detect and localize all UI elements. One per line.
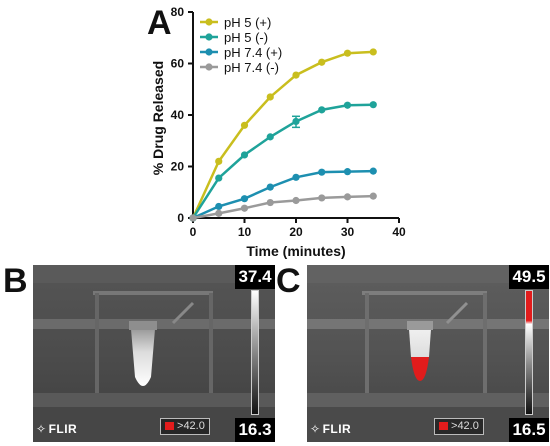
spot-meter-c: >42.0 — [434, 418, 484, 435]
data-point — [215, 202, 223, 211]
data-point — [240, 195, 249, 203]
series-line — [192, 169, 374, 220]
data-point — [266, 198, 274, 207]
y-tick-label: 40 — [171, 108, 185, 122]
data-point — [369, 48, 377, 56]
data-point — [343, 49, 352, 57]
thermal-image-c: 49.5 16.5 ✧ FLIR >42.0 — [307, 265, 549, 442]
series-line — [192, 194, 374, 220]
max-temp-readout-b: 37.4 — [235, 265, 275, 289]
panel-label-b: B — [3, 262, 28, 300]
flir-mark-icon: ✧ — [310, 422, 321, 436]
x-tick-label: 0 — [190, 225, 197, 239]
legend-marker — [205, 18, 213, 26]
data-point — [266, 93, 274, 101]
temp-scale-bar-c — [525, 290, 533, 415]
y-tick-label: 0 — [177, 211, 184, 225]
x-tick-label: 40 — [392, 225, 406, 239]
max-temp-readout-c: 49.5 — [509, 265, 549, 289]
flir-logo-b: ✧ FLIR — [36, 422, 78, 436]
legend-label: pH 5 (-) — [224, 30, 268, 45]
data-point — [343, 168, 352, 176]
series-line — [191, 50, 374, 219]
min-temp-readout-c: 16.5 — [509, 418, 549, 442]
chart-legend: pH 5 (+)pH 5 (-)pH 7.4 (+)pH 7.4 (-) — [200, 15, 282, 75]
data-point — [318, 194, 326, 202]
data-point — [240, 204, 249, 212]
y-tick-label: 20 — [171, 160, 185, 174]
data-point — [292, 71, 300, 79]
panel-label-a: A — [147, 4, 172, 42]
series-line — [191, 103, 374, 219]
min-temp-readout-b: 16.3 — [235, 418, 275, 442]
chart-series — [189, 48, 377, 222]
legend-label: pH 5 (+) — [224, 15, 271, 30]
x-tick-label: 10 — [238, 225, 252, 239]
spot-meter-b: >42.0 — [160, 418, 210, 435]
data-point — [240, 151, 249, 159]
hot-tube-b — [131, 329, 155, 386]
temp-scale-bar-b — [251, 290, 259, 415]
thermal-scene-c — [307, 265, 549, 442]
data-point — [189, 214, 197, 222]
data-point — [215, 157, 223, 165]
hot-tube-c — [411, 357, 429, 381]
panel-label-c: C — [276, 262, 301, 300]
x-tick-label: 20 — [289, 225, 303, 239]
data-point — [292, 196, 300, 205]
data-point — [343, 193, 352, 201]
data-point — [292, 173, 300, 181]
data-point — [240, 121, 249, 129]
thermal-image-b: 37.4 16.3 ✧ FLIR >42.0 — [33, 265, 275, 442]
x-tick-label: 30 — [341, 225, 355, 239]
legend-marker — [205, 63, 213, 71]
spot-color-icon — [165, 422, 174, 430]
data-point — [318, 58, 326, 66]
flir-mark-icon: ✧ — [36, 422, 47, 436]
y-tick-label: 60 — [171, 57, 185, 71]
data-point — [215, 174, 223, 182]
flir-logo-c: ✧ FLIR — [310, 422, 352, 436]
data-point — [266, 133, 274, 141]
x-axis-label: Time (minutes) — [246, 243, 345, 259]
y-axis-label: % Drug Released — [150, 61, 166, 175]
data-point — [343, 101, 352, 109]
data-point — [266, 183, 274, 191]
legend-label: pH 7.4 (+) — [224, 45, 282, 60]
data-point — [215, 209, 223, 217]
chart-ticks: 0 10 20 30 40 0 20 40 60 80 — [171, 5, 406, 239]
y-tick-label: 80 — [171, 5, 185, 19]
data-point — [369, 101, 377, 109]
thermal-scene-b — [33, 265, 275, 442]
data-point — [318, 106, 326, 114]
data-point — [369, 192, 377, 200]
spot-color-icon — [439, 422, 448, 430]
data-point — [369, 167, 377, 175]
data-point — [318, 168, 326, 176]
legend-label: pH 7.4 (-) — [224, 60, 279, 75]
legend-marker — [205, 48, 213, 56]
legend-marker — [205, 33, 213, 41]
